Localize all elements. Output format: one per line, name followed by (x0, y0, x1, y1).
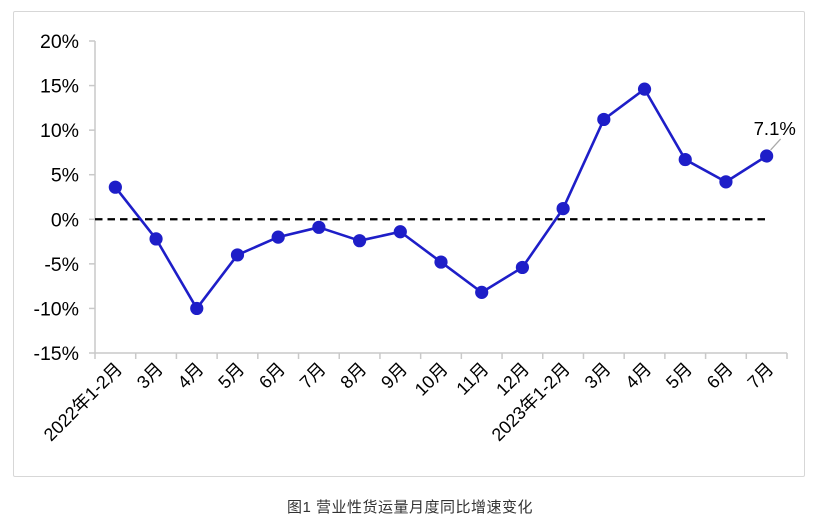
data-point (312, 220, 326, 234)
data-point (475, 285, 489, 299)
x-tick-label: 3月 (133, 359, 167, 393)
x-tick-label: 5月 (214, 359, 248, 393)
y-tick-label: -10% (33, 298, 79, 320)
x-tick-label: 4月 (621, 359, 655, 393)
x-tick-label: 7月 (744, 359, 778, 393)
chart-frame (13, 11, 805, 477)
x-tick-label: 6月 (255, 359, 289, 393)
data-point (597, 112, 611, 127)
x-tick-label: 2022年1-2月 (40, 359, 126, 445)
data-point (637, 82, 652, 96)
data-point (149, 232, 163, 246)
figure-caption: 图1 营业性货运量月度同比增速变化 (286, 499, 533, 516)
data-point (434, 255, 448, 269)
data-point (678, 152, 692, 167)
trend-line (114, 87, 768, 310)
x-tick-label: 3月 (581, 359, 615, 393)
x-tick-label: 5月 (662, 359, 696, 393)
data-point (271, 230, 285, 244)
y-tick-label: -15% (33, 343, 79, 365)
annotation-leader (770, 138, 782, 151)
y-tick-label: 0% (51, 209, 79, 231)
x-tick-label: 8月 (336, 359, 370, 393)
data-point (515, 260, 530, 275)
data-point (190, 301, 204, 316)
data-point (556, 201, 570, 216)
x-tick-label: 6月 (703, 359, 737, 393)
y-tick-label: 10% (40, 120, 79, 142)
y-tick-label: -5% (44, 254, 79, 276)
x-tick-label: 4月 (174, 359, 208, 393)
y-tick-label: 5% (51, 165, 79, 187)
data-point (719, 175, 733, 189)
data-point (108, 180, 122, 194)
x-tick-label: 10月 (411, 359, 452, 400)
x-tick-label: 11月 (452, 359, 492, 399)
x-tick-label: 7月 (296, 359, 330, 393)
x-tick-label: 9月 (377, 359, 411, 393)
annotation-label: 7.1% (754, 118, 796, 139)
y-tick-label: 15% (40, 76, 79, 98)
data-point (230, 248, 245, 262)
data-point (760, 149, 774, 163)
y-tick-label: 20% (40, 31, 79, 53)
data-point (393, 225, 407, 239)
data-point (352, 234, 367, 248)
